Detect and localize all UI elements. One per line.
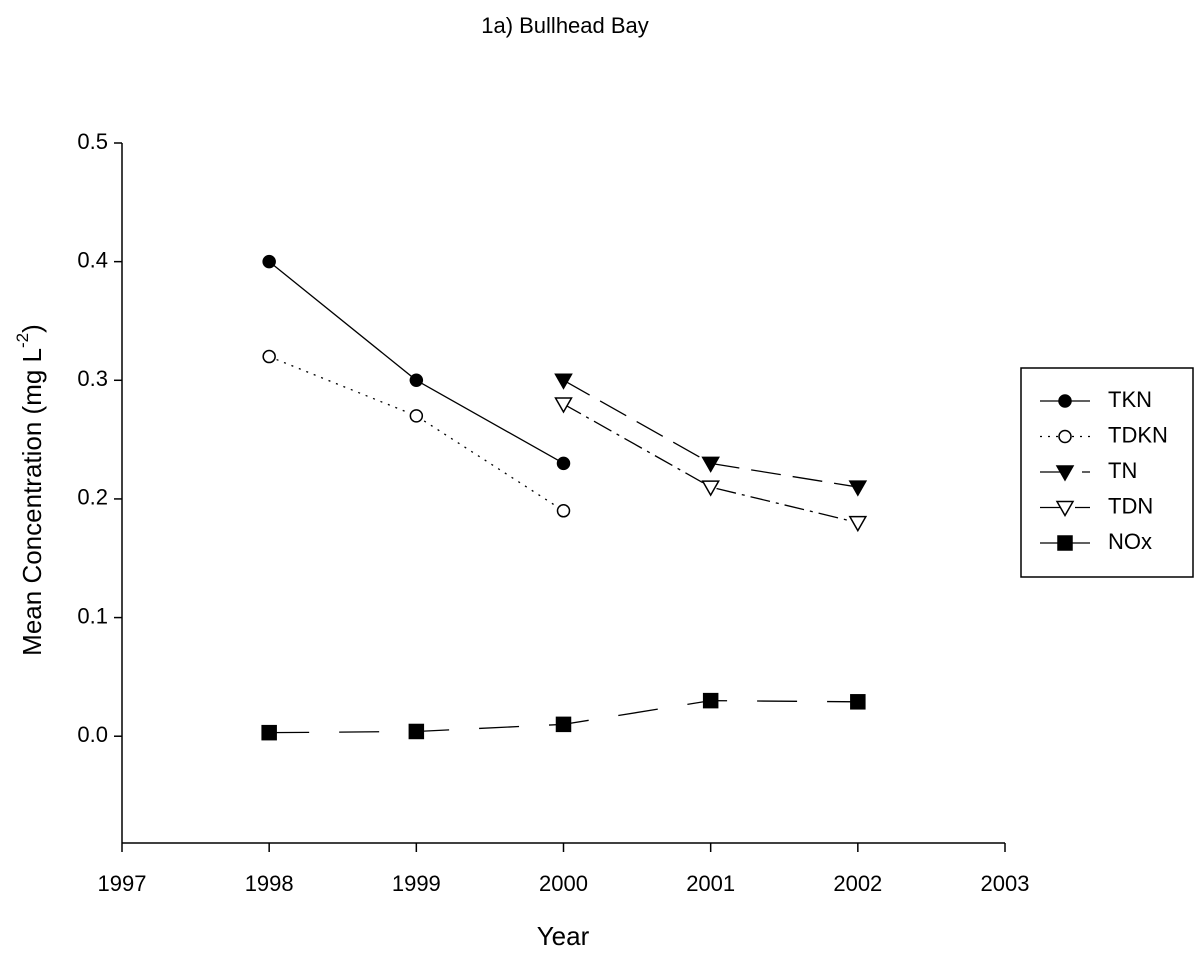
y-axis-label-text: Mean Concentration (mg L [17,348,47,656]
x-tick-label: 2000 [539,871,588,896]
y-tick-label: 0.2 [77,485,108,510]
x-tick-label: 2001 [686,871,735,896]
marker [409,373,424,388]
x-tick-label: 1998 [245,871,294,896]
marker [409,409,424,423]
y-tick-label: 0.4 [77,247,108,272]
legend-label: TN [1108,458,1137,483]
y-axis-label-sup: -2 [13,333,32,348]
marker [556,456,571,471]
marker [556,504,571,518]
marker [1058,394,1072,408]
marker [1058,429,1072,444]
marker [701,480,720,497]
marker [555,716,572,733]
marker [701,456,720,473]
x-axis-label: Year [537,921,590,951]
marker [554,373,573,390]
marker [848,480,868,497]
y-axis-label: Mean Concentration (mg L-2) [13,324,46,656]
marker [554,397,573,414]
legend-label: TDKN [1108,422,1168,447]
marker [702,692,719,709]
legend-label: TDN [1108,493,1153,518]
x-tick-label: 1997 [98,871,147,896]
x-tick-label: 2002 [833,871,882,896]
marker [261,724,277,741]
legend-label: NOx [1108,529,1152,554]
marker [1055,500,1075,518]
marker [262,349,276,364]
y-tick-label: 0.5 [77,129,108,154]
marker [850,694,866,710]
marker [1057,535,1073,551]
y-tick-label: 0.0 [77,722,108,747]
y-tick-label: 0.1 [77,603,108,628]
marker [848,515,868,533]
marker [262,254,276,269]
x-tick-label: 2003 [981,871,1030,896]
legend-box [1020,367,1194,578]
chart-title: 1a) Bullhead Bay [481,13,649,38]
series-line [268,261,564,464]
legend-label: TKN [1108,387,1152,412]
x-tick-label: 1999 [392,871,441,896]
marker [1055,465,1075,482]
marker [408,723,425,740]
y-tick-label: 0.3 [77,366,108,391]
y-axis-label-end: ) [17,324,47,333]
